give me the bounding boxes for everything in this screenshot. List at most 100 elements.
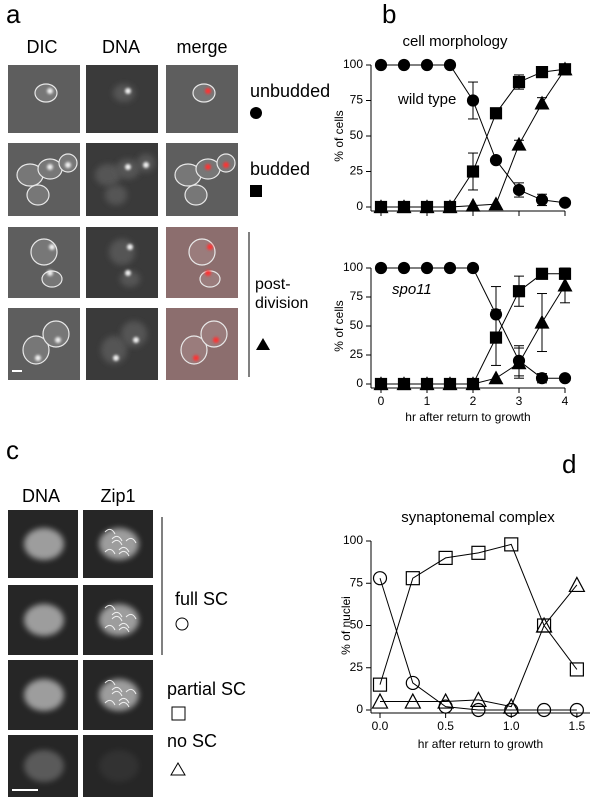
marker bbox=[534, 95, 550, 110]
series-line bbox=[381, 285, 566, 385]
panel-label: b bbox=[382, 0, 396, 29]
nucleus bbox=[143, 162, 149, 168]
marker bbox=[373, 376, 389, 391]
chromatin bbox=[99, 528, 139, 560]
marker bbox=[558, 196, 572, 209]
cell bbox=[188, 238, 216, 266]
category-label: partial SC bbox=[167, 679, 246, 699]
marker bbox=[405, 571, 420, 586]
y-tick-label: 50 bbox=[350, 318, 364, 332]
sc-thread bbox=[125, 688, 137, 695]
marker bbox=[397, 58, 411, 72]
panel-label: a bbox=[6, 0, 21, 29]
nucleus bbox=[55, 337, 61, 343]
marker bbox=[419, 376, 435, 391]
legend-marker bbox=[170, 762, 186, 776]
cell bbox=[26, 184, 50, 206]
y-tick-label: 100 bbox=[343, 57, 363, 71]
marker bbox=[419, 199, 435, 214]
marker bbox=[442, 376, 458, 391]
sc-thread bbox=[118, 697, 130, 704]
sc-thread bbox=[111, 686, 123, 693]
marker bbox=[471, 702, 486, 718]
cell bbox=[22, 335, 50, 365]
nucleus bbox=[205, 88, 211, 94]
nucleus bbox=[213, 337, 219, 343]
sc-thread bbox=[104, 548, 116, 555]
legend-marker bbox=[256, 338, 270, 350]
marker bbox=[512, 285, 526, 298]
marker bbox=[488, 370, 504, 385]
chromatin bbox=[24, 750, 64, 782]
nucleus bbox=[49, 244, 55, 250]
marker bbox=[534, 314, 550, 329]
legend-marker bbox=[175, 617, 189, 631]
nucleus bbox=[47, 270, 53, 276]
x-axis-label: hr after return to growth bbox=[418, 737, 543, 751]
marker bbox=[437, 692, 455, 709]
sc-thread bbox=[104, 528, 116, 535]
cell bbox=[192, 83, 216, 103]
marker bbox=[420, 261, 434, 275]
nucleus bbox=[47, 88, 53, 94]
marker bbox=[420, 58, 434, 72]
marker bbox=[489, 331, 503, 344]
sc-thread bbox=[118, 701, 130, 708]
marker bbox=[535, 193, 549, 206]
marker bbox=[535, 65, 549, 79]
cell-glow bbox=[101, 336, 127, 364]
nucleus bbox=[35, 355, 41, 361]
marker bbox=[535, 267, 549, 280]
y-tick-label: 75 bbox=[350, 93, 364, 107]
marker bbox=[405, 675, 420, 691]
sc-thread bbox=[104, 679, 116, 686]
marker bbox=[558, 372, 572, 385]
marker bbox=[568, 576, 586, 593]
marker bbox=[535, 616, 553, 633]
marker bbox=[442, 199, 458, 214]
marker bbox=[469, 691, 487, 707]
marker bbox=[396, 199, 412, 214]
sc-thread bbox=[111, 539, 123, 546]
sc-thread bbox=[118, 550, 130, 557]
chromatin bbox=[99, 679, 139, 711]
cell-glow bbox=[121, 321, 147, 347]
marker bbox=[536, 702, 552, 718]
sc-thread bbox=[111, 611, 123, 618]
marker bbox=[374, 58, 388, 72]
marker bbox=[512, 75, 526, 89]
marker bbox=[511, 355, 527, 370]
column-header: DIC bbox=[27, 37, 58, 57]
x-tick-label: 1.0 bbox=[503, 719, 520, 733]
marker bbox=[443, 261, 457, 275]
marker bbox=[471, 545, 486, 560]
x-tick-label: 2 bbox=[470, 394, 477, 408]
marker bbox=[502, 697, 520, 714]
series-line bbox=[379, 578, 577, 711]
nucleus bbox=[113, 355, 119, 361]
x-tick-label: 4 bbox=[562, 394, 569, 408]
cell bbox=[184, 184, 208, 206]
cell bbox=[42, 320, 70, 348]
legend-marker bbox=[171, 706, 186, 721]
chromatin bbox=[99, 750, 139, 782]
column-header: merge bbox=[176, 37, 227, 57]
nucleus bbox=[205, 164, 211, 170]
y-tick-label: 0 bbox=[356, 199, 363, 213]
chart-title: cell morphology bbox=[402, 33, 508, 50]
marker bbox=[372, 677, 388, 692]
chromatin bbox=[24, 679, 64, 711]
sc-thread bbox=[111, 615, 123, 622]
nucleus bbox=[125, 164, 131, 170]
cell-glow bbox=[113, 84, 135, 102]
x-tick-label: 3 bbox=[516, 394, 523, 408]
marker bbox=[443, 58, 457, 72]
nucleus bbox=[133, 337, 139, 343]
y-tick-label: 25 bbox=[350, 660, 364, 674]
nucleus bbox=[127, 244, 133, 250]
nucleus bbox=[47, 164, 53, 170]
marker bbox=[396, 376, 412, 391]
marker bbox=[372, 571, 388, 586]
